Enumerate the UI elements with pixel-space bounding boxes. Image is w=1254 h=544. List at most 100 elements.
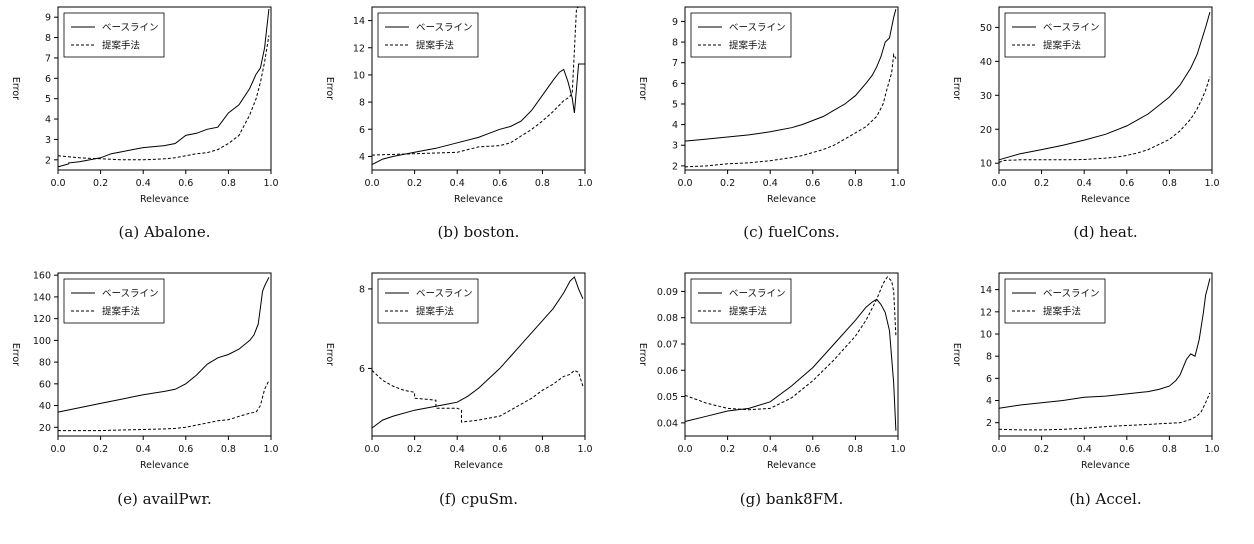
legend-label: ベースライン: [102, 289, 159, 300]
y-tick-label: 0.08: [657, 313, 678, 324]
chart-panel: 0.0 0.2 0.4 0.6 0.8 1.0 2 4 6 8 10 12 14 Relevance Err…: [951, 272, 1220, 471]
baseline-series-line: [371, 276, 584, 429]
x-tick-label: 0.2: [1034, 178, 1049, 189]
legend-label: ベースライン: [1043, 23, 1100, 34]
legend-label: 提案手法: [729, 306, 767, 318]
chart-caption: (c) fuelCons.: [743, 223, 840, 241]
legend-label: 提案手法: [1043, 306, 1081, 318]
y-axis-label: Error: [10, 77, 21, 100]
y-tick-label: 4: [986, 396, 992, 407]
x-tick-label: 1.0: [890, 444, 905, 455]
y-tick-label: 6: [359, 364, 365, 375]
y-tick-label: 5: [672, 99, 678, 110]
y-tick-label: 8: [986, 352, 992, 363]
proposed-series-line: [998, 76, 1211, 163]
x-axis-label: Relevance: [1081, 194, 1130, 205]
chart-caption: (b) boston.: [437, 223, 520, 241]
legend-label: 提案手法: [1043, 40, 1081, 52]
x-tick-label: 0.0: [50, 178, 65, 189]
x-tick-label: 0.6: [178, 178, 193, 189]
legend-box: [377, 12, 479, 58]
y-tick-label: 4: [672, 120, 678, 131]
x-tick-label: 0.4: [1077, 444, 1092, 455]
legend-label: ベースライン: [729, 289, 786, 300]
legend-box: [1004, 278, 1106, 324]
y-tick-label: 0.06: [657, 366, 678, 377]
y-tick-label: 14: [980, 285, 992, 296]
y-tick-label: 0.09: [657, 287, 678, 298]
y-tick-label: 8: [359, 98, 365, 109]
x-tick-label: 0.4: [450, 178, 465, 189]
x-tick-label: 0.6: [1119, 178, 1134, 189]
x-tick-label: 0.8: [848, 178, 863, 189]
legend-label: ベースライン: [1043, 289, 1100, 300]
y-tick-label: 2: [986, 418, 992, 429]
x-tick-label: 0.6: [178, 444, 193, 455]
x-tick-label: 0.8: [848, 444, 863, 455]
x-tick-label: 0.8: [221, 178, 236, 189]
y-tick-label: 2: [672, 161, 678, 172]
chart-panel: 0.0 0.2 0.4 0.6 0.8 1.0 20 40 60 80 100 120 140 160 Re…: [10, 271, 279, 471]
y-tick-label: 40: [39, 401, 51, 412]
chart-panel: 0.0 0.2 0.4 0.6 0.8 1.0 6 8 Relevance Error ベースライン…: [324, 272, 593, 471]
x-tick-label: 1.0: [1204, 178, 1219, 189]
x-axis-label: Relevance: [1081, 460, 1130, 471]
chart-panel: 0.0 0.2 0.4 0.6 0.8 1.0 10 20 30 40 50 Relevance Err…: [951, 6, 1220, 205]
plot-frame: [57, 6, 272, 171]
x-axis-label: Relevance: [140, 460, 189, 471]
legend-label: ベースライン: [416, 289, 473, 300]
y-tick-label: 10: [980, 329, 992, 340]
plot-frame: [998, 272, 1213, 437]
chart-caption: (a) Abalone.: [118, 223, 211, 241]
y-tick-label: 6: [672, 79, 678, 90]
y-tick-label: 8: [359, 284, 365, 295]
baseline-series-line: [57, 277, 270, 413]
legend-label: 提案手法: [102, 306, 140, 318]
proposed-series-line: [684, 52, 897, 168]
x-axis-label: Relevance: [140, 194, 189, 205]
y-tick-label: 9: [45, 13, 51, 24]
x-tick-label: 0.2: [720, 444, 735, 455]
x-axis-label: Relevance: [767, 460, 816, 471]
legend-label: 提案手法: [416, 40, 454, 52]
y-tick-label: 3: [672, 141, 678, 152]
legend-box: [690, 12, 792, 58]
plot-frame: [998, 6, 1213, 171]
y-tick-label: 140: [33, 292, 51, 303]
chart-caption: (d) heat.: [1073, 223, 1138, 241]
y-axis-label: Error: [637, 343, 648, 366]
plot-frame: [684, 6, 899, 171]
legend-label: 提案手法: [102, 40, 140, 52]
proposed-series-line: [371, 369, 584, 423]
y-tick-label: 40: [980, 57, 992, 68]
y-axis-label: Error: [951, 343, 962, 366]
plot-frame: [371, 6, 586, 171]
chart-panel: 0.0 0.2 0.4 0.6 0.8 1.0 0.04 0.05 0.06 0.07 0.08 0.…: [637, 272, 906, 471]
baseline-series-line: [998, 11, 1211, 161]
y-tick-label: 20: [980, 125, 992, 136]
y-tick-label: 30: [980, 91, 992, 102]
x-axis-label: Relevance: [454, 460, 503, 471]
chart-caption: (e) availPwr.: [117, 490, 212, 508]
x-tick-label: 0.2: [407, 444, 422, 455]
baseline-series-line: [371, 63, 585, 166]
y-tick-label: 0.04: [657, 418, 678, 429]
y-tick-label: 100: [33, 336, 51, 347]
y-axis-label: Error: [951, 77, 962, 100]
x-tick-label: 0.8: [535, 178, 550, 189]
x-tick-label: 0.2: [1034, 444, 1049, 455]
chart-caption: (g) bank8FM.: [739, 490, 844, 508]
legend-label: ベースライン: [729, 23, 786, 34]
x-tick-label: 0.6: [1119, 444, 1134, 455]
x-axis-label: Relevance: [767, 194, 816, 205]
x-tick-label: 0.4: [136, 178, 151, 189]
x-tick-label: 1.0: [263, 444, 278, 455]
proposed-series-line: [684, 276, 897, 411]
